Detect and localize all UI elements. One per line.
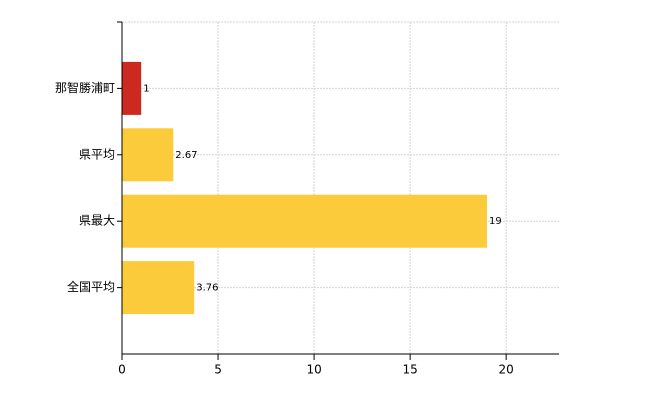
x-tick-label: 10 <box>306 363 321 377</box>
y-tick-label: 全国平均 <box>67 279 115 294</box>
data-label: 3.76 <box>196 283 218 294</box>
x-tick-label: 15 <box>402 363 417 377</box>
x-tick-label: 20 <box>499 363 514 377</box>
data-label: 1 <box>143 83 149 94</box>
x-tick-label: 0 <box>118 363 126 377</box>
bar <box>122 194 487 248</box>
y-tick-label: 県平均 <box>79 147 115 161</box>
bar <box>122 61 142 115</box>
x-tick-label: 5 <box>214 363 222 377</box>
y-tick-label: 県最大 <box>79 214 115 228</box>
data-label: 2.67 <box>175 150 197 161</box>
bar <box>122 261 195 315</box>
y-tick-label: 那智勝浦町 <box>55 80 115 95</box>
bar <box>122 128 174 182</box>
data-label: 19 <box>489 216 502 227</box>
